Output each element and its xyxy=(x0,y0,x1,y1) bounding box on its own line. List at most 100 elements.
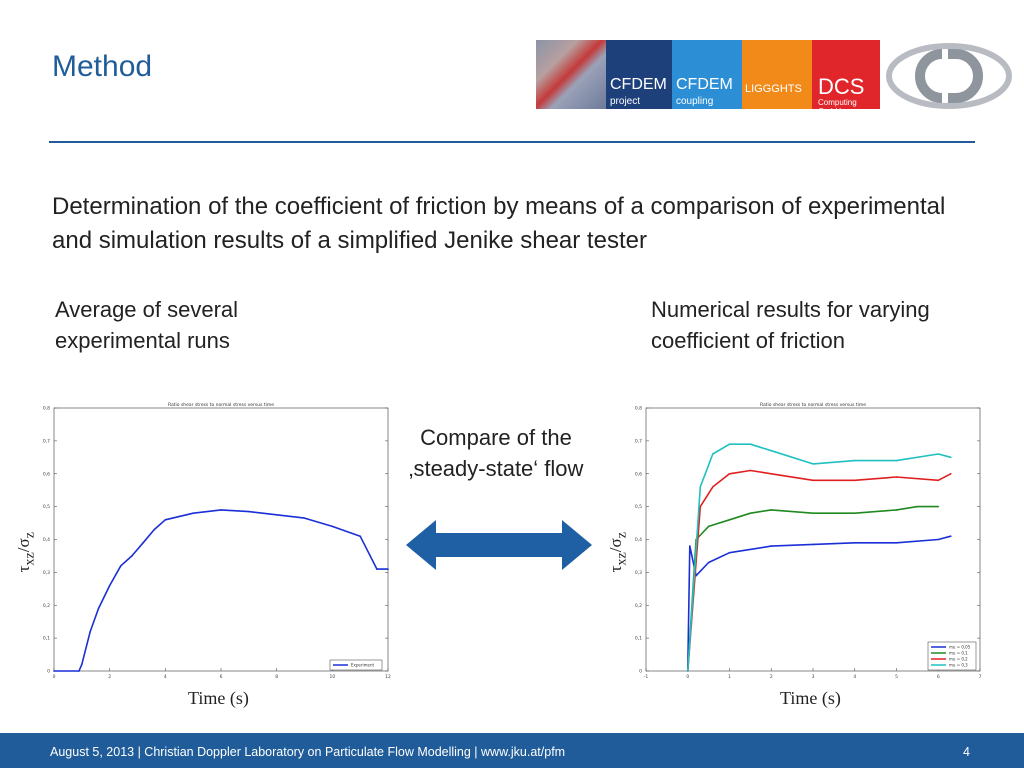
data-point xyxy=(770,472,773,475)
data-point xyxy=(220,509,222,511)
data-point xyxy=(376,568,378,570)
legend-label: mu = 0,1 xyxy=(949,651,968,656)
title-divider xyxy=(49,141,975,143)
data-point xyxy=(949,535,952,538)
y-tick-label: 0 xyxy=(47,669,50,675)
data-point xyxy=(81,663,83,666)
legend-label: Experiment xyxy=(351,663,375,668)
data-point xyxy=(937,505,940,508)
data-point xyxy=(699,486,702,488)
y-tick-label: 0,2 xyxy=(43,603,50,609)
data-point xyxy=(728,472,731,475)
data-point xyxy=(331,525,334,528)
cfdem-coupling-logo: CFDEM coupling xyxy=(672,40,742,109)
chart-title: Ratio shear stress to normal stress vers… xyxy=(168,402,274,408)
data-point xyxy=(728,551,731,554)
x-tick-label: 5 xyxy=(895,674,898,680)
y-axis-label: τxz/σz xyxy=(606,531,630,573)
footer-text: August 5, 2013 | Christian Doppler Labor… xyxy=(50,745,566,759)
data-point xyxy=(142,541,144,544)
y-tick-label: 0,4 xyxy=(43,537,50,543)
series-line xyxy=(54,509,388,672)
y-tick-label: 0,5 xyxy=(635,504,642,510)
x-tick-label: 2 xyxy=(770,674,773,680)
data-point xyxy=(359,535,361,538)
double-arrow-icon xyxy=(406,520,592,570)
data-point xyxy=(689,545,691,547)
chart-title: Ratio shear stress to normal stress vers… xyxy=(760,402,866,408)
x-axis-label: Time (s) xyxy=(780,688,841,708)
data-point xyxy=(853,459,856,462)
x-tick-label: 6 xyxy=(937,674,940,680)
legend-label: mu = 0,3 xyxy=(949,663,968,668)
data-point xyxy=(89,630,91,633)
data-point xyxy=(712,453,714,455)
data-point xyxy=(895,459,898,462)
method-description: Determination of the coefficient of fric… xyxy=(52,193,946,254)
data-point xyxy=(131,555,133,557)
liggghts-logo: LIGGGHTS xyxy=(742,40,812,109)
footer-bar: August 5, 2013 | Christian Doppler Labor… xyxy=(0,733,1024,768)
data-point xyxy=(749,512,752,514)
y-tick-label: 0,1 xyxy=(635,636,642,642)
x-tick-label: 3 xyxy=(812,674,815,680)
legend xyxy=(329,659,383,671)
x-tick-label: 2 xyxy=(108,674,111,680)
legend-label: mu = 0,2 xyxy=(949,657,968,662)
data-point xyxy=(895,509,898,511)
page-number: 4 xyxy=(963,745,970,759)
legend-label: mu = 0,05 xyxy=(949,645,971,650)
plot-frame xyxy=(53,407,389,672)
data-point xyxy=(712,486,714,488)
data-point xyxy=(749,443,752,445)
x-tick-label: 8 xyxy=(275,674,278,680)
data-point xyxy=(192,512,194,514)
data-point xyxy=(812,543,814,546)
x-axis-label: Time (s) xyxy=(188,688,249,708)
y-tick-label: 0,4 xyxy=(635,537,642,543)
data-point xyxy=(916,505,919,508)
experimental-caption: Average of several experimental runs xyxy=(55,297,239,353)
data-point xyxy=(949,472,952,475)
y-tick-label: 0,2 xyxy=(635,603,642,609)
data-point xyxy=(853,512,856,514)
data-point xyxy=(770,509,773,511)
data-point xyxy=(108,584,111,587)
data-point xyxy=(770,449,773,452)
series-line xyxy=(687,505,939,672)
data-point xyxy=(686,670,689,672)
data-point xyxy=(275,514,278,516)
x-tick-label: 4 xyxy=(853,674,856,680)
simulation-thumbnail xyxy=(536,40,606,109)
x-tick-label: 10 xyxy=(329,674,335,680)
data-point xyxy=(303,517,306,519)
series-line xyxy=(687,535,952,668)
data-point xyxy=(153,528,155,531)
data-point xyxy=(728,443,731,445)
data-point xyxy=(949,456,952,459)
data-point xyxy=(164,518,167,521)
y-axis-label: τxz/σz xyxy=(14,531,38,573)
y-tick-label: 0,7 xyxy=(635,438,642,444)
x-tick-label: 0 xyxy=(686,674,689,680)
data-point xyxy=(770,545,773,547)
data-point xyxy=(78,670,80,672)
data-point xyxy=(937,479,940,482)
y-tick-label: 0,3 xyxy=(635,570,642,576)
y-tick-label: 0,1 xyxy=(43,636,50,642)
data-point xyxy=(387,568,389,570)
y-tick-label: 0,7 xyxy=(43,438,50,444)
y-tick-label: 0,5 xyxy=(43,504,50,510)
data-point xyxy=(97,607,100,610)
cd-laboratory-logo xyxy=(886,43,1012,109)
x-tick-label: -1 xyxy=(644,674,649,680)
x-tick-label: 7 xyxy=(979,674,982,680)
data-point xyxy=(53,670,55,672)
experiment-chart: Ratio shear stress to normal stress vers… xyxy=(38,398,394,688)
cfdem-project-logo: CFDEM project xyxy=(606,40,672,109)
y-tick-label: 0,6 xyxy=(43,471,50,477)
y-tick-label: 0,3 xyxy=(43,570,50,576)
data-point xyxy=(707,525,710,528)
data-point xyxy=(853,479,856,482)
numerical-caption: Numerical results for varying coefficien… xyxy=(651,297,930,353)
